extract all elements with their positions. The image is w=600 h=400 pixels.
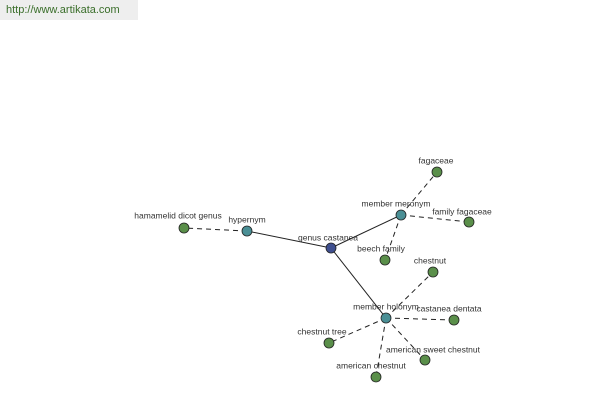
edge [183, 227, 248, 232]
edge [330, 214, 402, 249]
edge [246, 230, 332, 249]
node-label: family fagaceae [432, 206, 492, 216]
node [427, 266, 439, 278]
node [379, 254, 391, 266]
edge [384, 214, 402, 261]
edge [400, 171, 438, 216]
edge [328, 317, 387, 344]
node-label: american sweet chestnut [386, 344, 481, 354]
node-label: chestnut [414, 255, 447, 265]
edge [385, 271, 434, 319]
edge [400, 214, 470, 223]
node [419, 354, 431, 366]
node-label: chestnut tree [297, 326, 346, 336]
edge [385, 317, 455, 321]
node [380, 312, 392, 324]
node-label: castanea dentata [416, 303, 481, 313]
node [325, 242, 337, 254]
node-label: hamamelid dicot genus [134, 210, 221, 220]
node-label: member holonym [353, 301, 419, 311]
node [241, 225, 253, 237]
node [431, 166, 443, 178]
node-label: american chestnut [336, 360, 406, 370]
node-label: beech family [357, 243, 405, 253]
edge [375, 317, 387, 378]
node [463, 216, 475, 228]
node [395, 209, 407, 221]
edge [330, 247, 387, 319]
node [178, 222, 190, 234]
node [323, 337, 335, 349]
node [448, 314, 460, 326]
node-label: hypernym [228, 214, 265, 224]
node-label: member meronym [362, 198, 431, 208]
site-url[interactable]: http://www.artikata.com [0, 0, 138, 20]
edge [385, 317, 426, 361]
node-label: genus castanea [298, 232, 358, 242]
node [370, 371, 382, 383]
node-label: fagaceae [419, 155, 454, 165]
